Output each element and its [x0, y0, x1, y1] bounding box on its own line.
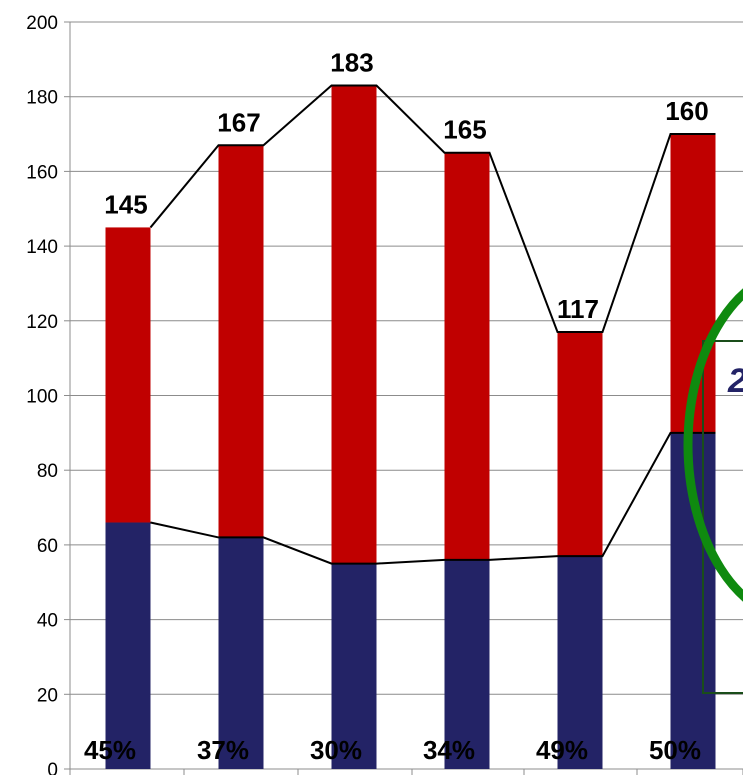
bar-bottom-4 — [557, 556, 603, 769]
bar-top-4 — [557, 332, 603, 557]
bar-top-1 — [218, 145, 264, 538]
y-tick-label-160: 160 — [26, 162, 58, 183]
total-label-3: 165 — [443, 115, 486, 145]
y-tick-label-0: 0 — [47, 760, 58, 775]
callout-box — [702, 340, 743, 694]
highlight-ellipse — [683, 288, 743, 602]
y-tick-label-80: 80 — [37, 461, 58, 482]
percent-label-3: 34% — [423, 735, 475, 765]
percent-label-1: 37% — [197, 735, 249, 765]
y-tick-label-40: 40 — [37, 611, 58, 632]
total-label-4: 117 — [557, 294, 599, 324]
total-label-0: 145 — [104, 189, 147, 219]
bar-bottom-0 — [105, 522, 151, 769]
bar-top-0 — [105, 227, 151, 523]
bar-bottom-3 — [444, 559, 490, 769]
lower-connector-line — [150, 431, 716, 565]
y-tick-label-20: 20 — [37, 685, 58, 706]
bar-bottom-1 — [218, 537, 264, 769]
total-label-2: 183 — [330, 47, 373, 77]
y-tick-label-180: 180 — [26, 88, 58, 109]
y-tick-label-100: 100 — [26, 387, 58, 408]
y-tick-label-120: 120 — [26, 312, 58, 333]
y-tick-label-200: 200 — [26, 13, 58, 34]
total-label-1: 167 — [217, 107, 260, 137]
percent-label-2: 30% — [310, 735, 362, 765]
callout-text: 2 — [727, 362, 743, 400]
y-tick-label-60: 60 — [37, 536, 58, 557]
percent-label-4: 49% — [536, 735, 588, 765]
bar-top-3 — [444, 152, 490, 560]
total-connector-line — [149, 84, 716, 334]
bar-top-2 — [331, 85, 377, 564]
bar-bottom-2 — [331, 563, 377, 769]
percent-label-0: 45% — [84, 735, 136, 765]
percent-label-5: 50% — [649, 735, 701, 765]
y-tick-label-140: 140 — [26, 237, 58, 258]
total-label-5: 160 — [665, 96, 708, 126]
